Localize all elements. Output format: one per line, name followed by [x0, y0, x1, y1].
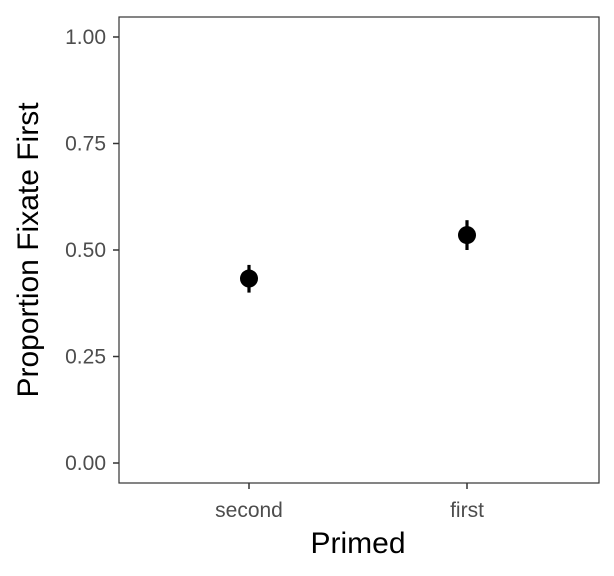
- y-tick-label: 0.50: [65, 239, 106, 262]
- x-tick-label: second: [215, 499, 283, 522]
- plot-panel: [118, 16, 600, 484]
- y-tick-label: 1.00: [65, 26, 106, 49]
- y-tick-label: 0.00: [65, 452, 106, 475]
- x-axis: second first: [215, 483, 484, 522]
- y-axis: 0.00 0.25 0.50 0.75 1.00: [65, 26, 119, 475]
- data-point: [458, 226, 476, 245]
- data-marks: [240, 220, 476, 293]
- y-tick-label: 0.25: [65, 346, 106, 369]
- data-point: [240, 269, 258, 288]
- x-axis-title: Primed: [310, 527, 405, 560]
- y-tick-label: 0.75: [65, 133, 106, 156]
- x-tick-label: first: [450, 499, 484, 522]
- y-axis-title: Proportion Fixate First: [12, 102, 45, 398]
